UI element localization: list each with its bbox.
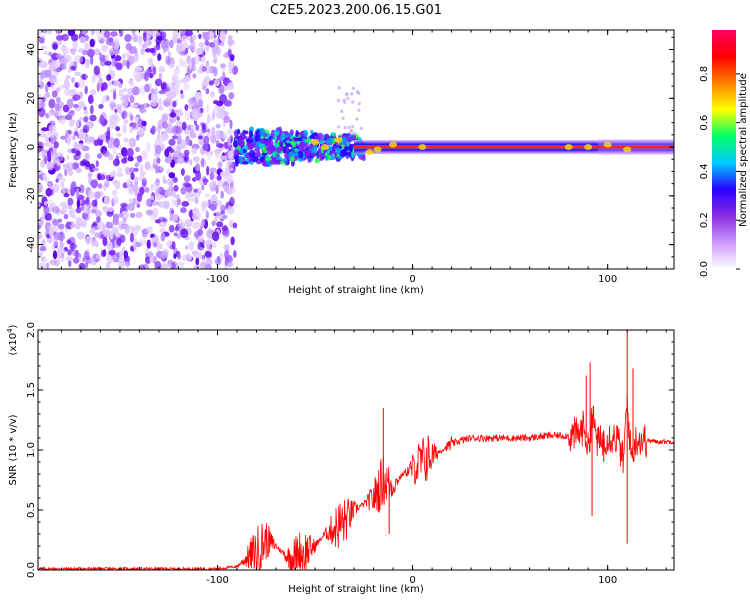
snr-xlabel: Height of straight line (km) [288,584,424,595]
colorbar-tick-label: 0.2 [699,212,710,228]
spectrogram-ytick-label: -20 [26,188,37,204]
snr-multiplier: (x104) [6,324,19,355]
snr-series-line [38,394,674,570]
spectrogram-ytick-label: -40 [26,236,37,252]
colorbar-gradient [712,30,736,269]
snr-ylabel: SNR (10 * v/v) [8,414,19,485]
spectrogram-ytick-label: 0 [26,144,37,150]
spectrogram-xlabel: Height of straight line (km) [288,285,424,296]
snr-xtick-label: -100 [206,575,229,586]
spectrogram-frame [37,29,675,270]
spectrogram-ylabel: Frequency (Hz) [8,112,19,188]
snr-ytick-label: 0.5 [26,502,37,518]
spectrogram-ytick-label: 40 [26,43,37,56]
signal-band [232,86,674,168]
snr-ytick-label: 1.0 [26,442,37,458]
spectrogram-xtick-label: 100 [598,274,617,285]
spectrogram-xtick-label: -100 [206,274,229,285]
snr-xtick-label: 100 [598,575,617,586]
colorbar-tick-label: 0.4 [699,163,710,179]
snr-ytick-label: 1.5 [26,382,37,398]
snr-frame [37,329,675,571]
spectrogram-panel: -100 0 100 -40 -20 0 20 40 Height of straight l… [8,29,675,296]
snr-ytick-label: 0.0 [26,562,37,578]
snr-ytick-label: 2.0 [26,322,37,338]
snr-xtick-label: 0 [409,575,415,586]
colorbar-tick-label: 0.6 [699,115,710,131]
colorbar-tick-label: 0.8 [699,66,710,82]
noise-speckles [38,30,239,269]
spectrogram-xtick-label: 0 [409,274,415,285]
figure-title: C2E5.2023.200.06.15.G01 [270,3,442,18]
spectrogram-ytick-label: 20 [26,92,37,105]
colorbar: 0.0 0.2 0.4 0.6 0.8 Normalized spectral ampl… [699,30,749,277]
spectrogram-image [38,30,674,269]
signal-center-line [354,145,674,149]
colorbar-tick-label: 0.0 [699,261,710,277]
colorbar-label: Normalized spectral amplitude [738,73,749,227]
snr-panel: -100 0 100 0.0 0.5 1.0 1.5 2.0 Height of straig… [6,322,675,595]
